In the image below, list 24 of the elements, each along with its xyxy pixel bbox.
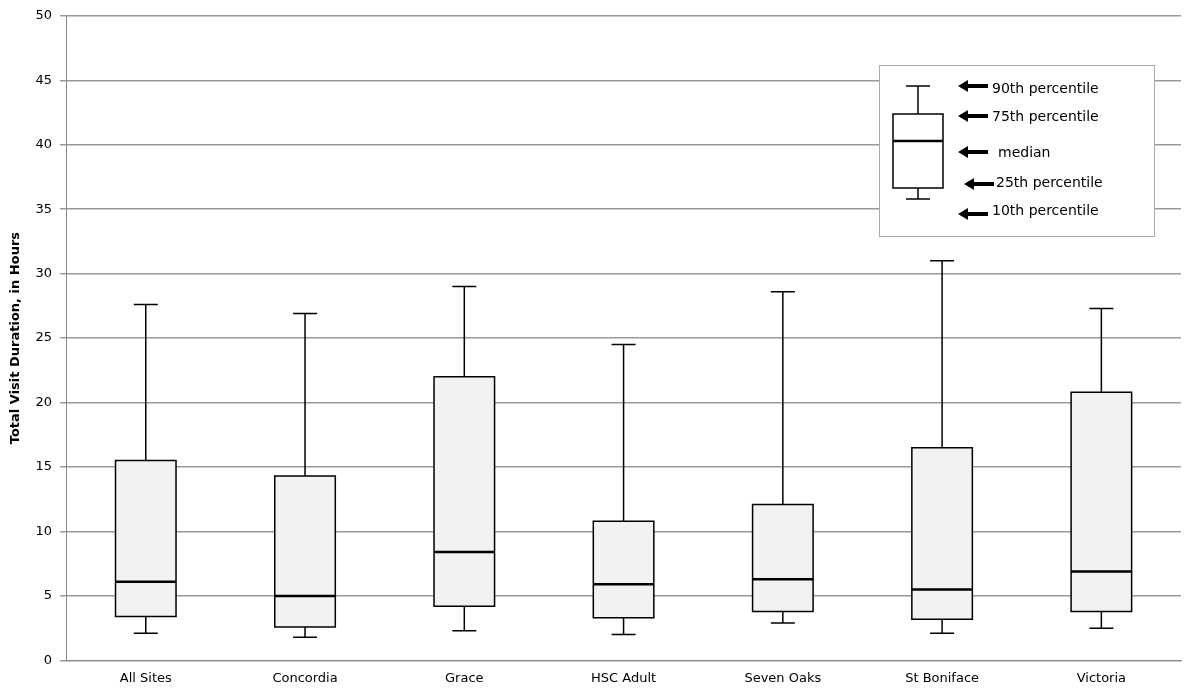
x-tick-label: Seven Oaks — [744, 669, 822, 685]
y-tick-label: 20 — [35, 393, 53, 409]
annotation: 10th percentile — [992, 202, 1099, 218]
y-tick-label: 5 — [43, 587, 53, 603]
annotation: 25th percentile — [996, 174, 1103, 190]
x-tick-label: Grace — [445, 669, 484, 685]
x-tick-label: All Sites — [119, 669, 172, 685]
y-tick-label: 30 — [35, 265, 53, 281]
y-tick-label: 10 — [35, 522, 53, 538]
annotation: median — [998, 144, 1051, 160]
y-tick-label: 25 — [35, 329, 53, 345]
x-tick-label: Concordia — [272, 669, 338, 685]
y-tick-label: 15 — [35, 458, 53, 474]
y-tick-label: 0 — [43, 651, 53, 667]
x-tick-label: St Boniface — [905, 669, 980, 685]
y-tick-label: 35 — [35, 200, 53, 216]
x-tick-label: Victoria — [1076, 669, 1127, 685]
y-axis-title: Total Visit Duration, in Hours — [7, 231, 23, 445]
y-tick-label: 50 — [35, 7, 53, 23]
annotation: 90th percentile — [992, 80, 1099, 96]
y-tick-label: 45 — [35, 71, 53, 87]
y-tick-label: 40 — [35, 136, 53, 152]
annotation: 75th percentile — [992, 108, 1099, 124]
x-tick-label: HSC Adult — [591, 669, 657, 685]
